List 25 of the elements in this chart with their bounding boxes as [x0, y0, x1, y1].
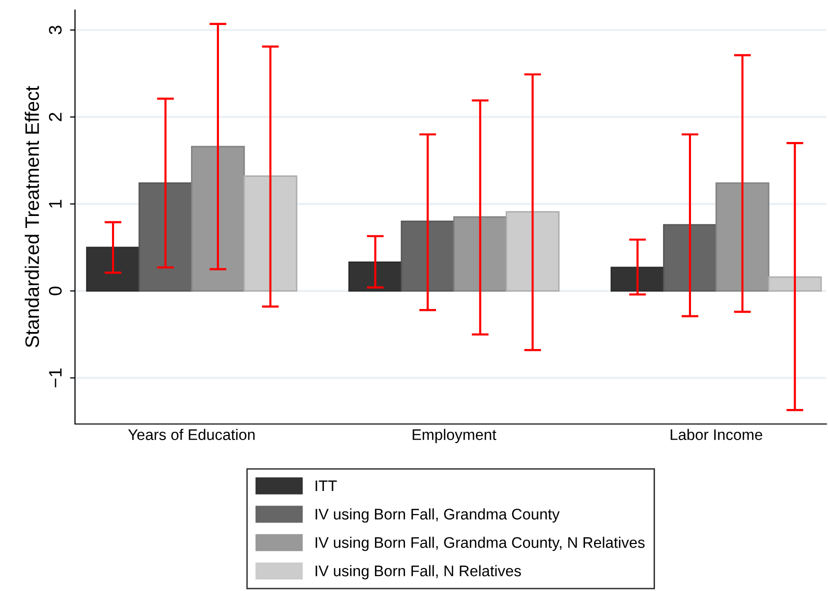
y-tick-label: 2 — [48, 112, 62, 122]
bar — [506, 211, 560, 292]
bar — [663, 224, 717, 292]
bar — [191, 146, 245, 292]
bar — [716, 182, 770, 292]
y-tick-label: 1 — [49, 200, 62, 208]
y-tick-label: 3 — [48, 26, 62, 34]
y-tick-label: −1 — [49, 368, 62, 388]
bar — [610, 266, 664, 292]
x-tick-label: Years of Education — [128, 428, 255, 440]
x-tick-label: Labor Income — [670, 428, 762, 440]
y-tick-label: 0 — [48, 286, 62, 296]
bar — [453, 216, 508, 292]
bar — [243, 175, 298, 292]
legend-label: ITT — [316, 480, 337, 492]
bar — [86, 246, 140, 292]
legend-label: IV using Born Fall, Grandma County, N Relatives — [316, 536, 645, 551]
y-axis-title: Standardized Treatment Effect — [24, 86, 40, 348]
x-tick-label: Employment — [412, 428, 496, 444]
bar — [138, 182, 192, 292]
bar — [348, 262, 402, 292]
bar — [400, 220, 455, 292]
legend-label: IV using Born Fall, N Relatives — [316, 565, 521, 580]
bar — [768, 276, 822, 292]
legend-label: IV using Born Fall, Grandma County — [316, 508, 560, 523]
